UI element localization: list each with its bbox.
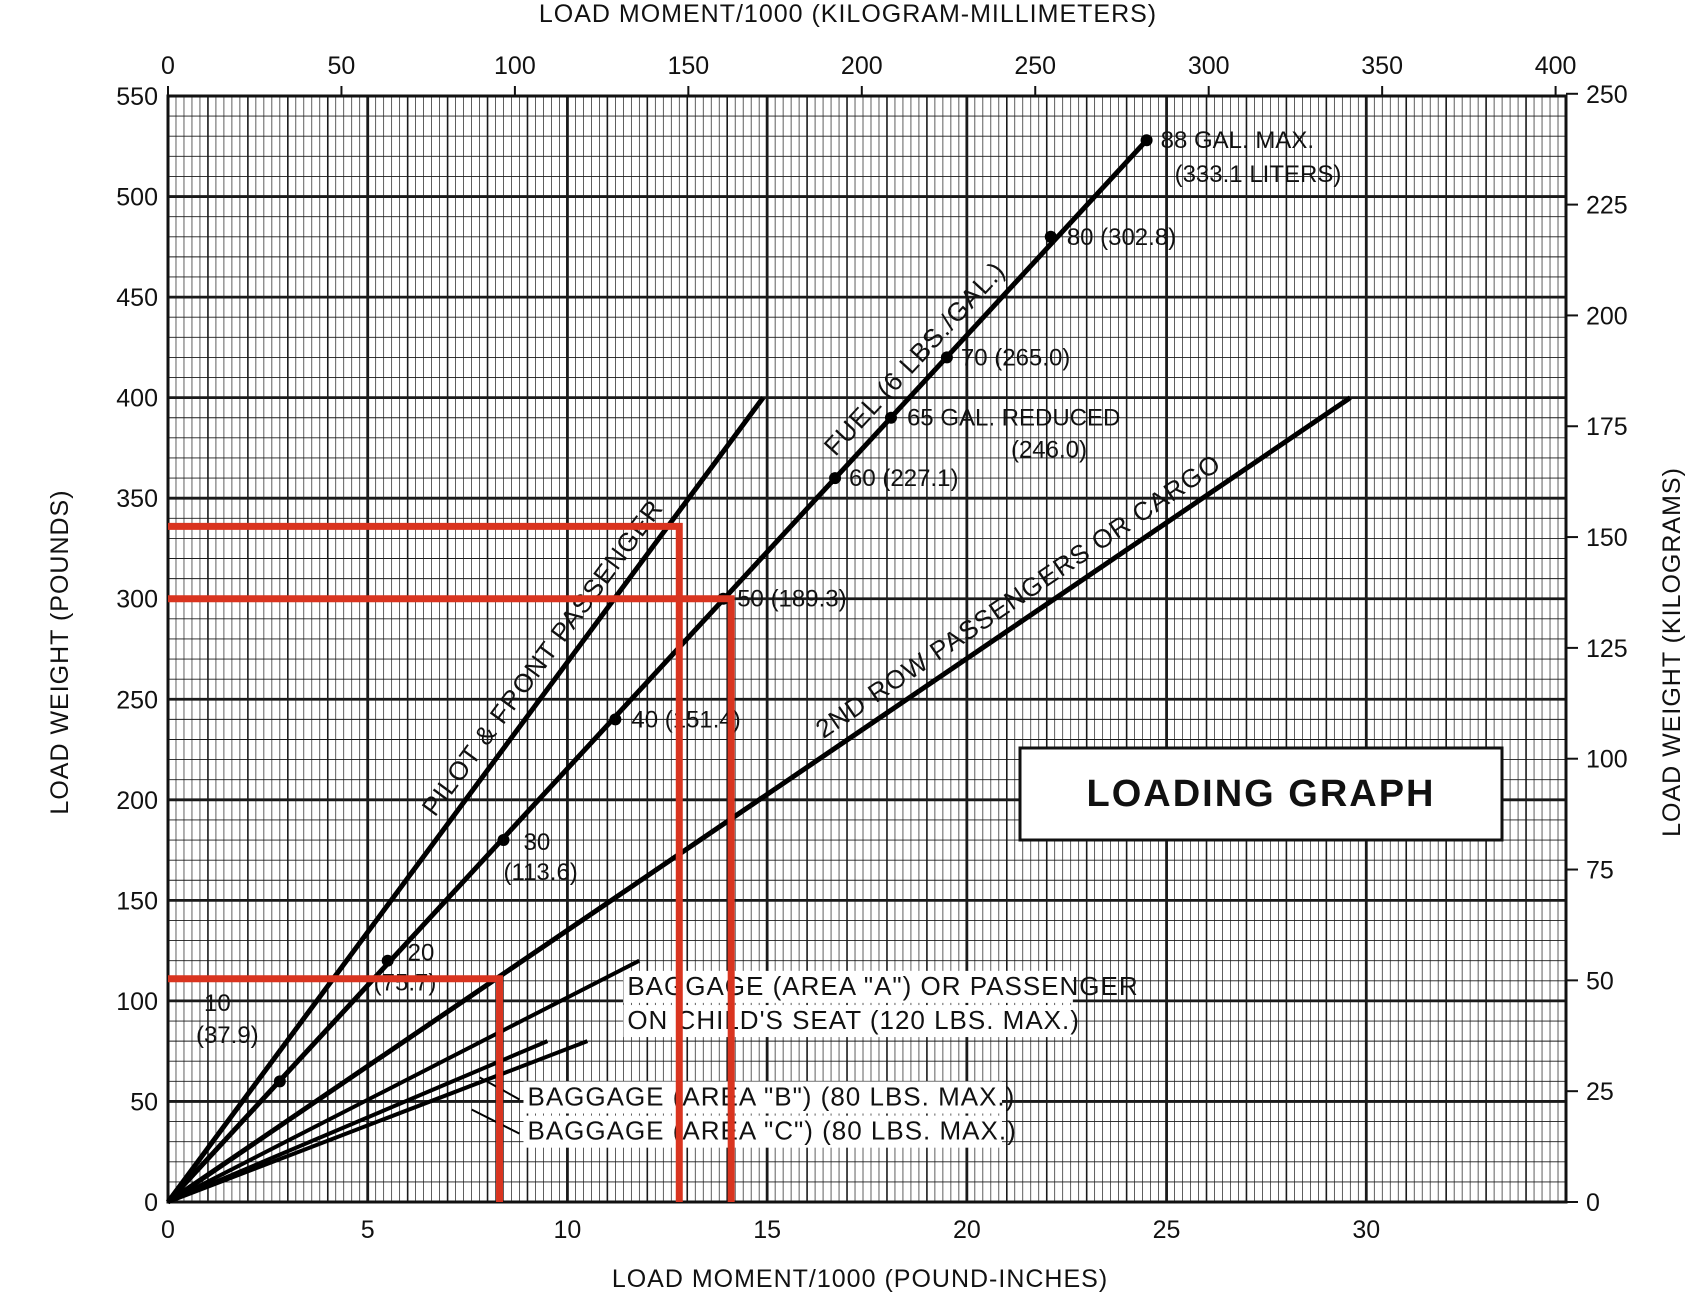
tick-labels: 0 5 10 15 20 25 300501001502002503003504004505… xyxy=(116,52,1627,1244)
top-tick-label: 200 xyxy=(841,52,883,80)
bottom-tick-label: 0 xyxy=(161,1216,175,1244)
top-tick-label: 400 xyxy=(1535,52,1577,80)
fuel-point-sublabel: (113.6) xyxy=(504,859,578,886)
reference-line xyxy=(168,522,683,1202)
left-axis-title: LOAD WEIGHT (POUNDS) xyxy=(46,489,74,814)
right-tick-label: 25 xyxy=(1586,1078,1614,1106)
bottom-axis-title: LOAD MOMENT/1000 (POUND-INCHES) xyxy=(612,1265,1108,1293)
fuel-point-sublabel: (37.9) xyxy=(196,1022,259,1049)
right-tick-label: 175 xyxy=(1586,413,1628,441)
grid xyxy=(166,94,1568,1204)
fuel-point xyxy=(940,351,953,364)
right-tick-label: 0 xyxy=(1586,1189,1600,1217)
fuel-point xyxy=(497,834,510,847)
fuel-point-label: 70 (265.0) xyxy=(961,344,1070,371)
baggage-annotation: ON CHILD'S SEAT (120 LBS. MAX.) xyxy=(627,1005,1080,1035)
fuel-point xyxy=(381,954,394,967)
right-tick-label: 125 xyxy=(1586,635,1628,663)
right-tick-label: 225 xyxy=(1586,192,1628,220)
bottom-tick-label: 5 xyxy=(361,1216,375,1244)
reference-line xyxy=(168,595,735,1202)
series-lines xyxy=(165,138,1352,1205)
bottom-tick-label: 15 xyxy=(753,1216,781,1244)
bottom-tick-label: 25 xyxy=(1153,1216,1181,1244)
plot-frame xyxy=(166,94,1568,1204)
right-tick-label: 250 xyxy=(1586,81,1628,109)
right-tick-label: 50 xyxy=(1586,967,1614,995)
fuel-point xyxy=(273,1075,286,1088)
top-tick-label: 100 xyxy=(494,52,536,80)
fuel-point-label: 50 (189.3) xyxy=(737,586,846,613)
bottom-tick-label: 30 xyxy=(1352,1216,1380,1244)
annotation-backdrop xyxy=(623,970,1073,1003)
left-tick-label: 550 xyxy=(116,83,158,111)
bottom-tick-label: 20 xyxy=(953,1216,981,1244)
fuel-point xyxy=(1140,134,1153,147)
fuel-point-sublabel: (333.1 LITERS) xyxy=(1175,161,1342,188)
bottom-tick-label: 10 xyxy=(554,1216,582,1244)
right-tick-label: 75 xyxy=(1586,857,1614,885)
fuel-points: 10 (37.9) 20 (75.7) 30 (113.6) 40 (151.4) 50 (1… xyxy=(196,127,1342,1088)
annotation-backdrop xyxy=(523,1115,1002,1148)
series-line xyxy=(166,138,1149,1204)
fuel-point-label: 80 (302.8) xyxy=(1067,224,1176,251)
top-tick-label: 250 xyxy=(1014,52,1056,80)
left-tick-label: 500 xyxy=(116,184,158,212)
baggage-annotation: BAGGAGE (AREA "C") (80 LBS. MAX.) xyxy=(527,1116,1016,1146)
left-tick-label: 350 xyxy=(116,485,158,513)
chart-title: LOADING GRAPH xyxy=(1087,773,1436,815)
annotation-leader xyxy=(471,1108,520,1135)
baggage-annotation: BAGGAGE (AREA "A") OR PASSENGER xyxy=(627,971,1138,1001)
series-line xyxy=(166,395,1352,1205)
left-tick-label: 400 xyxy=(116,385,158,413)
left-tick-label: 450 xyxy=(116,284,158,312)
fuel-point-label: 20 xyxy=(408,940,435,967)
series-line xyxy=(167,1039,549,1204)
left-tick-label: 100 xyxy=(116,988,158,1016)
fuel-point-label: 60 (227.1) xyxy=(849,465,958,492)
fuel-point-label: 40 (151.4) xyxy=(631,706,740,733)
axes xyxy=(166,94,1568,1204)
top-axis-title: LOAD MOMENT/1000 (KILOGRAM-MILLIMETERS) xyxy=(539,0,1157,28)
fuel-point xyxy=(609,713,622,726)
reference-line xyxy=(168,975,504,1202)
right-tick-label: 150 xyxy=(1586,524,1628,552)
annotation-backdrop xyxy=(623,1005,1073,1038)
right-tick-label: 100 xyxy=(1586,746,1628,774)
top-tick-label: 150 xyxy=(667,52,709,80)
fuel-point-label: 30 xyxy=(524,829,551,856)
left-tick-label: 300 xyxy=(116,586,158,614)
right-tick-label: 200 xyxy=(1586,302,1628,330)
left-tick-label: 50 xyxy=(130,1088,158,1116)
reference-lines xyxy=(168,522,735,1202)
fuel-point-label: 10 xyxy=(204,990,231,1017)
top-tick-label: 350 xyxy=(1361,52,1403,80)
series-line xyxy=(167,1039,589,1204)
right-axis-title: LOAD WEIGHT (KILOGRAMS) xyxy=(1658,467,1686,837)
title-box-frame xyxy=(1018,746,1504,842)
fuel-point xyxy=(884,411,897,424)
fuel-point-sublabel: (75.7) xyxy=(374,970,437,997)
left-tick-label: 0 xyxy=(144,1189,158,1217)
top-tick-label: 300 xyxy=(1188,52,1230,80)
baggage-annotation: BAGGAGE (AREA "B") (80 LBS. MAX.) xyxy=(527,1081,1015,1111)
fuel-point-label: 65 GAL. REDUCED xyxy=(907,405,1120,432)
top-tick-label: 0 xyxy=(161,52,175,80)
left-tick-label: 250 xyxy=(116,686,158,714)
top-tick-label: 50 xyxy=(328,52,356,80)
left-tick-label: 200 xyxy=(116,787,158,815)
left-tick-label: 150 xyxy=(116,887,158,915)
series-line xyxy=(165,396,766,1204)
series-line xyxy=(167,958,641,1204)
fuel-point xyxy=(1044,230,1057,243)
annotation-backdrop xyxy=(523,1081,1002,1114)
fuel-point xyxy=(829,472,842,485)
fuel-point-label: 88 GAL. MAX. xyxy=(1161,127,1314,154)
title-box: LOADING GRAPH xyxy=(1018,746,1504,842)
fuel-point-sublabel: (246.0) xyxy=(1011,437,1087,464)
